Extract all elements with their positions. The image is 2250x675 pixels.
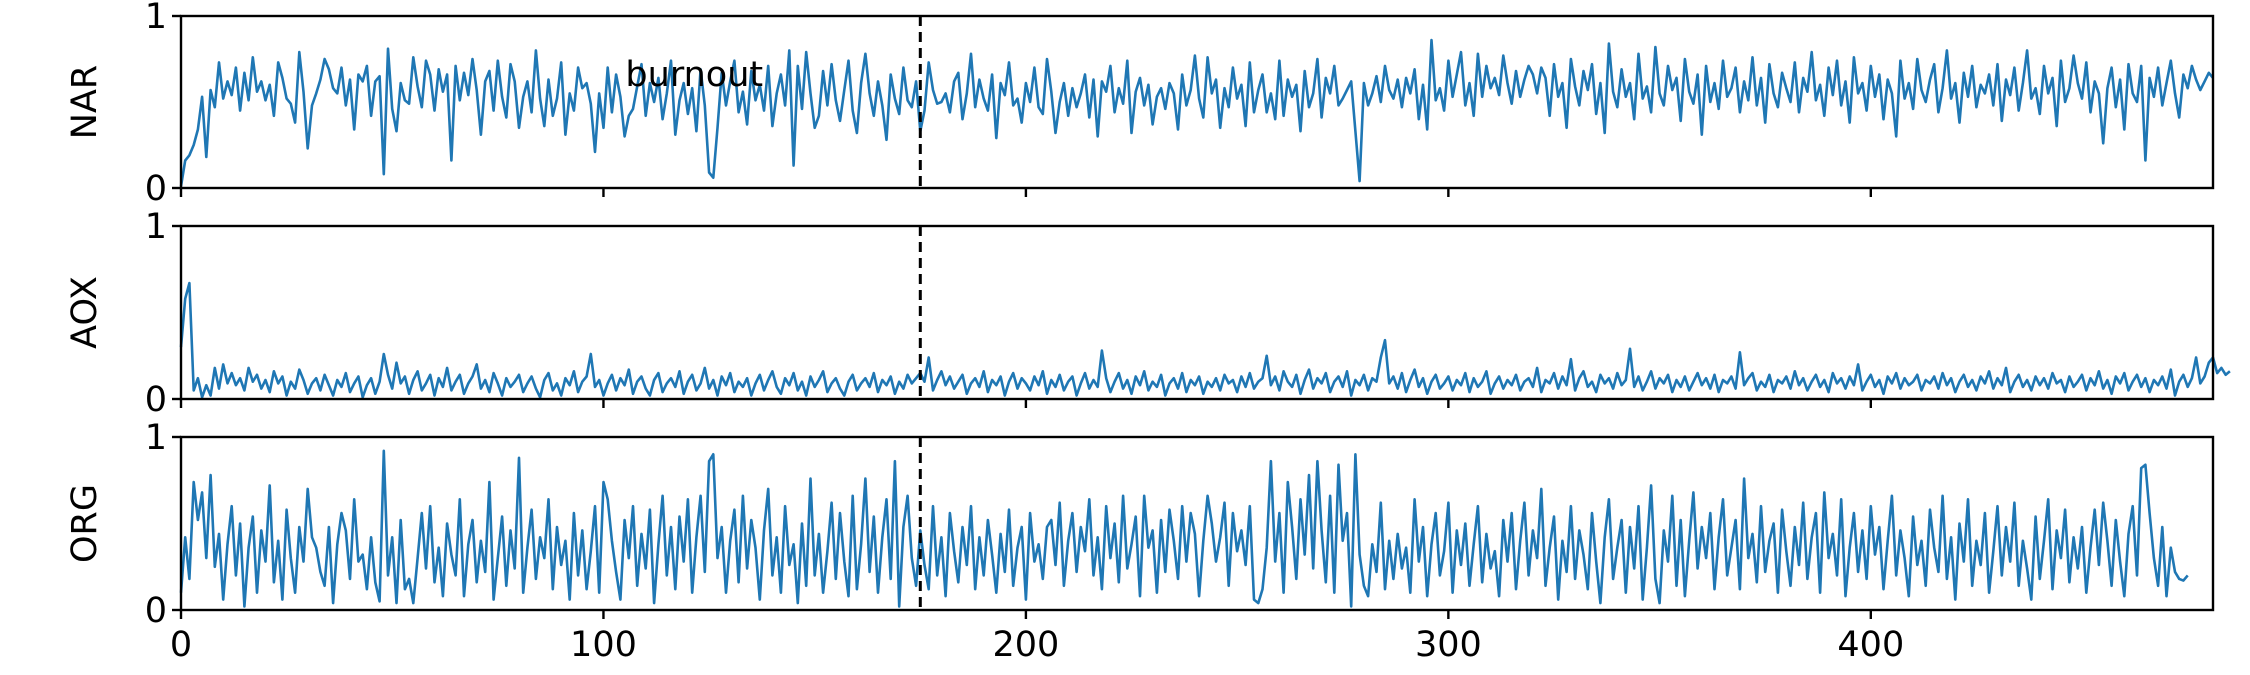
y-tick-label: 1 — [145, 418, 167, 458]
y-axis-label: ORG — [65, 484, 105, 563]
x-tick-label: 100 — [570, 625, 637, 665]
series-line-org — [179, 449, 2189, 608]
x-tick-label: 400 — [1837, 625, 1904, 665]
axes-frame — [179, 435, 2215, 612]
burnout-annotation: burnout — [625, 55, 763, 95]
y-axis-label: AOX — [65, 276, 105, 349]
y-tick-label: 0 — [145, 591, 167, 631]
x-axis: 0 100 200 300 400 — [170, 625, 1904, 665]
x-tick-label: 300 — [1415, 625, 1482, 665]
panel-aox: 0 1 AOX — [65, 207, 2231, 420]
axes-frame — [179, 14, 2215, 190]
x-tick-label: 0 — [170, 625, 192, 665]
y-tick-label: 0 — [145, 380, 167, 420]
panel-org: 0 1 ORG — [65, 418, 2215, 631]
y-tick-label: 0 — [145, 169, 167, 209]
series-line-nar — [179, 38, 2215, 187]
y-axis-label: NAR — [65, 65, 105, 139]
series-line-aox — [179, 281, 2231, 399]
axes-frame — [179, 224, 2215, 401]
panel-nar: 0 1 NAR — [65, 0, 2215, 209]
x-tick-label: 200 — [993, 625, 1060, 665]
y-tick-label: 1 — [145, 207, 167, 247]
y-tick-label: 1 — [145, 0, 167, 37]
